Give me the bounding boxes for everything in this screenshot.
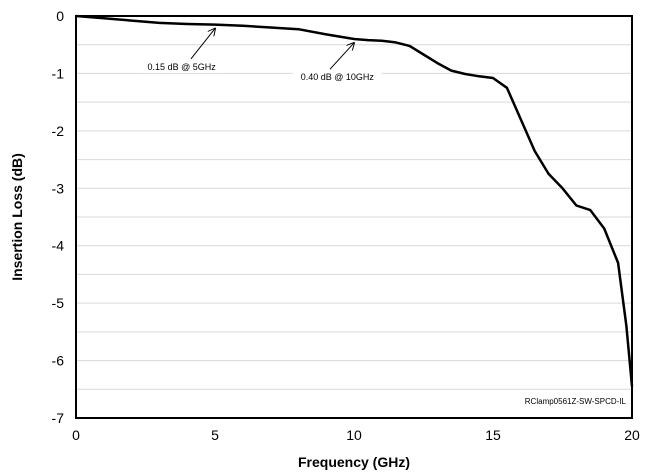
annotation-label: 0.40 dB @ 10GHz	[301, 72, 375, 82]
x-tick-label: 10	[346, 427, 362, 443]
series-line	[75, 14, 634, 387]
annotation-label: 0.15 dB @ 5GHz	[148, 62, 217, 72]
y-tick-label: 0	[56, 8, 64, 24]
chart-footnote: RClamp0561Z-SW-SPCD-IL	[525, 397, 627, 406]
plot-area-frame	[75, 15, 633, 419]
gridlines	[76, 44, 632, 390]
x-tick-label: 15	[485, 427, 501, 443]
y-tick-label: -3	[52, 180, 65, 196]
y-tick-label: -5	[52, 295, 65, 311]
annotation-arrow	[329, 43, 354, 70]
y-tick-label: -4	[52, 238, 65, 254]
x-axis-title: Frequency (GHz)	[298, 454, 410, 470]
y-axis-title: Insertion Loss (dB)	[9, 153, 25, 281]
annotation-arrow	[190, 29, 215, 60]
y-tick-label: -6	[52, 353, 65, 369]
y-tick-label: -7	[52, 410, 65, 426]
x-tick-label: 0	[72, 427, 80, 443]
x-tick-label: 20	[624, 427, 640, 443]
annotations: 0.15 dB @ 5GHz 0.40 dB @ 10GHz	[139, 29, 382, 84]
x-tick-labels: 0 5 10 15 20	[72, 427, 640, 443]
annotation-label-bg	[139, 59, 224, 73]
y-tick-label: -2	[52, 123, 65, 139]
y-tick-label: -1	[52, 65, 65, 81]
annotation-label-bg	[292, 70, 382, 84]
series-group	[75, 14, 634, 387]
x-tick-label: 5	[211, 427, 219, 443]
y-tick-labels: 0 -1 -2 -3 -4 -5 -6 -7	[52, 8, 65, 426]
